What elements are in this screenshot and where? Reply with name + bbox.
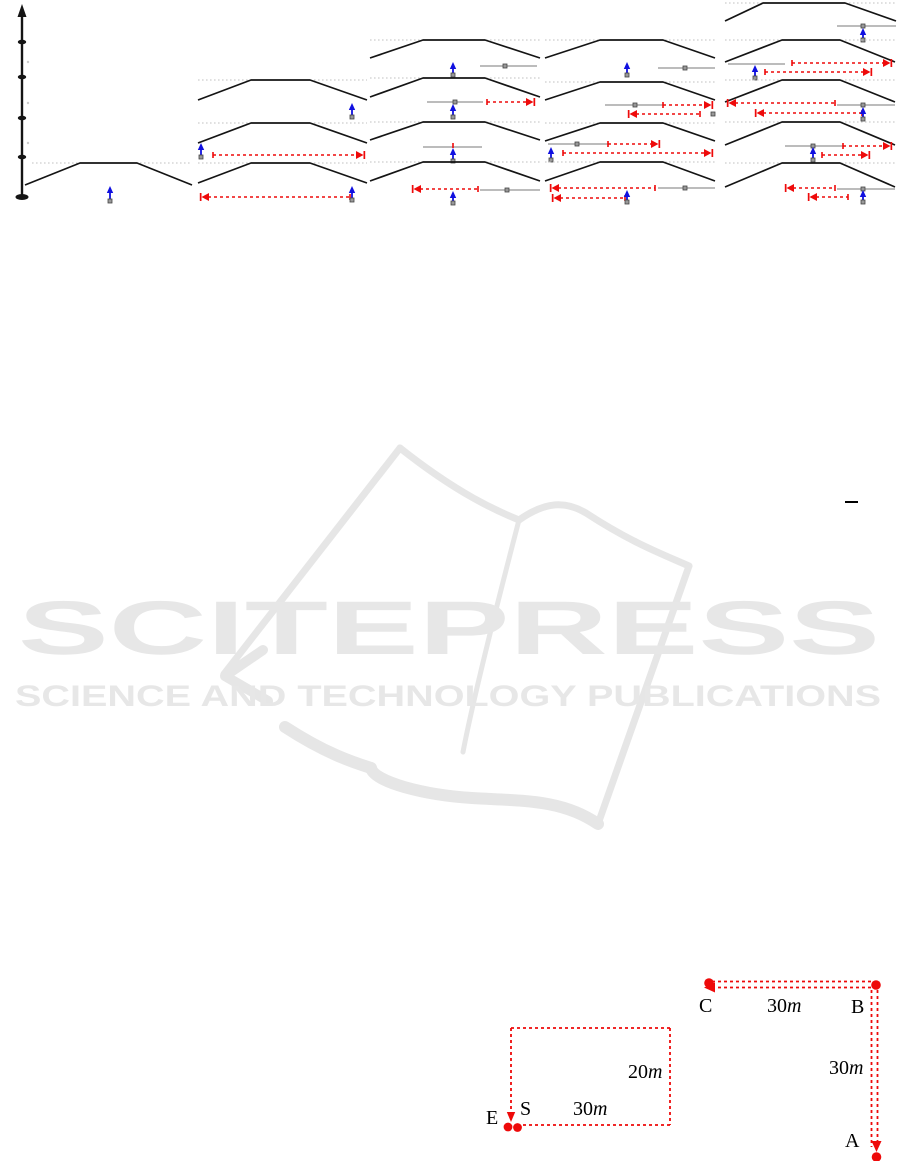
distance-value: 30 xyxy=(573,1098,593,1120)
path-point-dot xyxy=(871,1152,882,1161)
terrain-cell-t3d xyxy=(544,161,716,205)
terrain-cell-t4e xyxy=(724,162,896,205)
L-shaped-path-diagram xyxy=(704,978,882,1161)
label-point-B: B xyxy=(851,996,865,1018)
stray-dash xyxy=(845,501,858,503)
terrain-profile xyxy=(724,162,896,188)
terrain-cell-t4c xyxy=(724,79,896,122)
path-diagram-figure xyxy=(503,978,882,1161)
terrain-profile xyxy=(544,161,716,182)
label-point-S: S xyxy=(520,1098,532,1120)
terrain-cell-t3a xyxy=(544,39,716,78)
terrain-profile xyxy=(544,81,716,101)
label-distance-30m-bottom: 30m xyxy=(573,1099,607,1119)
watermark-tagline: SCIENCE AND TECHNOLOGY PUBLICATIONS xyxy=(15,680,881,713)
label-distance-30m-top: 30m xyxy=(767,996,801,1016)
terrain-cell-t2d xyxy=(369,161,541,206)
watermark-wordmark: SCITEPRESS xyxy=(18,586,880,671)
terrain-cell-t2a xyxy=(369,39,541,78)
terrain-profile xyxy=(724,2,897,22)
label-distance-20m: 20m xyxy=(628,1062,662,1082)
distance-value: 20 xyxy=(628,1061,648,1083)
open-book-logo-icon xyxy=(220,444,693,830)
terrain-profile xyxy=(369,39,541,59)
terrain-cell-t2b xyxy=(369,77,541,120)
terrain-profile xyxy=(369,121,541,141)
label-point-C: C xyxy=(699,995,713,1017)
terrain-cell-t4b xyxy=(724,39,896,81)
terrain-cell-t3b xyxy=(544,81,716,118)
path-point-dot xyxy=(503,1122,513,1132)
height-axis xyxy=(15,4,30,200)
terrain-cell-t1a xyxy=(197,79,368,120)
terrain-cell-t1c xyxy=(197,162,368,203)
terrain-profile xyxy=(724,121,896,146)
terrain-belief-figure xyxy=(15,2,897,206)
terrain-cell-t4d xyxy=(724,121,896,163)
distance-value: 30 xyxy=(829,1057,849,1079)
terrain-profile xyxy=(369,77,541,98)
terrain-profile xyxy=(724,79,896,103)
distance-value: 30 xyxy=(767,995,787,1017)
path-point-dot xyxy=(704,978,714,988)
distance-unit: m xyxy=(648,1061,663,1083)
label-point-E: E xyxy=(486,1107,499,1129)
path-point-dot xyxy=(871,980,881,990)
terrain-profile xyxy=(24,162,193,186)
distance-unit: m xyxy=(849,1057,864,1079)
distance-unit: m xyxy=(787,995,802,1017)
terrain-profile xyxy=(544,39,716,59)
terrain-profile xyxy=(197,162,368,184)
terrain-profile xyxy=(197,79,368,101)
path-point-dot xyxy=(513,1123,522,1132)
terrain-cell-t4a xyxy=(724,2,897,43)
label-point-A: A xyxy=(845,1130,860,1152)
terrain-profile xyxy=(544,122,716,142)
rectangle-path-diagram xyxy=(503,1027,671,1132)
terrain-profile xyxy=(369,161,541,182)
terrain-cell-t2c xyxy=(369,121,541,164)
terrain-profile xyxy=(197,122,368,144)
terrain-cell-t1b xyxy=(197,122,368,160)
scitepress-watermark: SCITEPRESS SCIENCE AND TECHNOLOGY PUBLIC… xyxy=(15,444,881,830)
terrain-cell-t3c xyxy=(544,122,716,163)
label-distance-30m-side: 30m xyxy=(829,1058,863,1078)
terrain-profile xyxy=(724,39,896,63)
terrain-cell-t0 xyxy=(24,162,193,204)
distance-unit: m xyxy=(593,1098,608,1120)
